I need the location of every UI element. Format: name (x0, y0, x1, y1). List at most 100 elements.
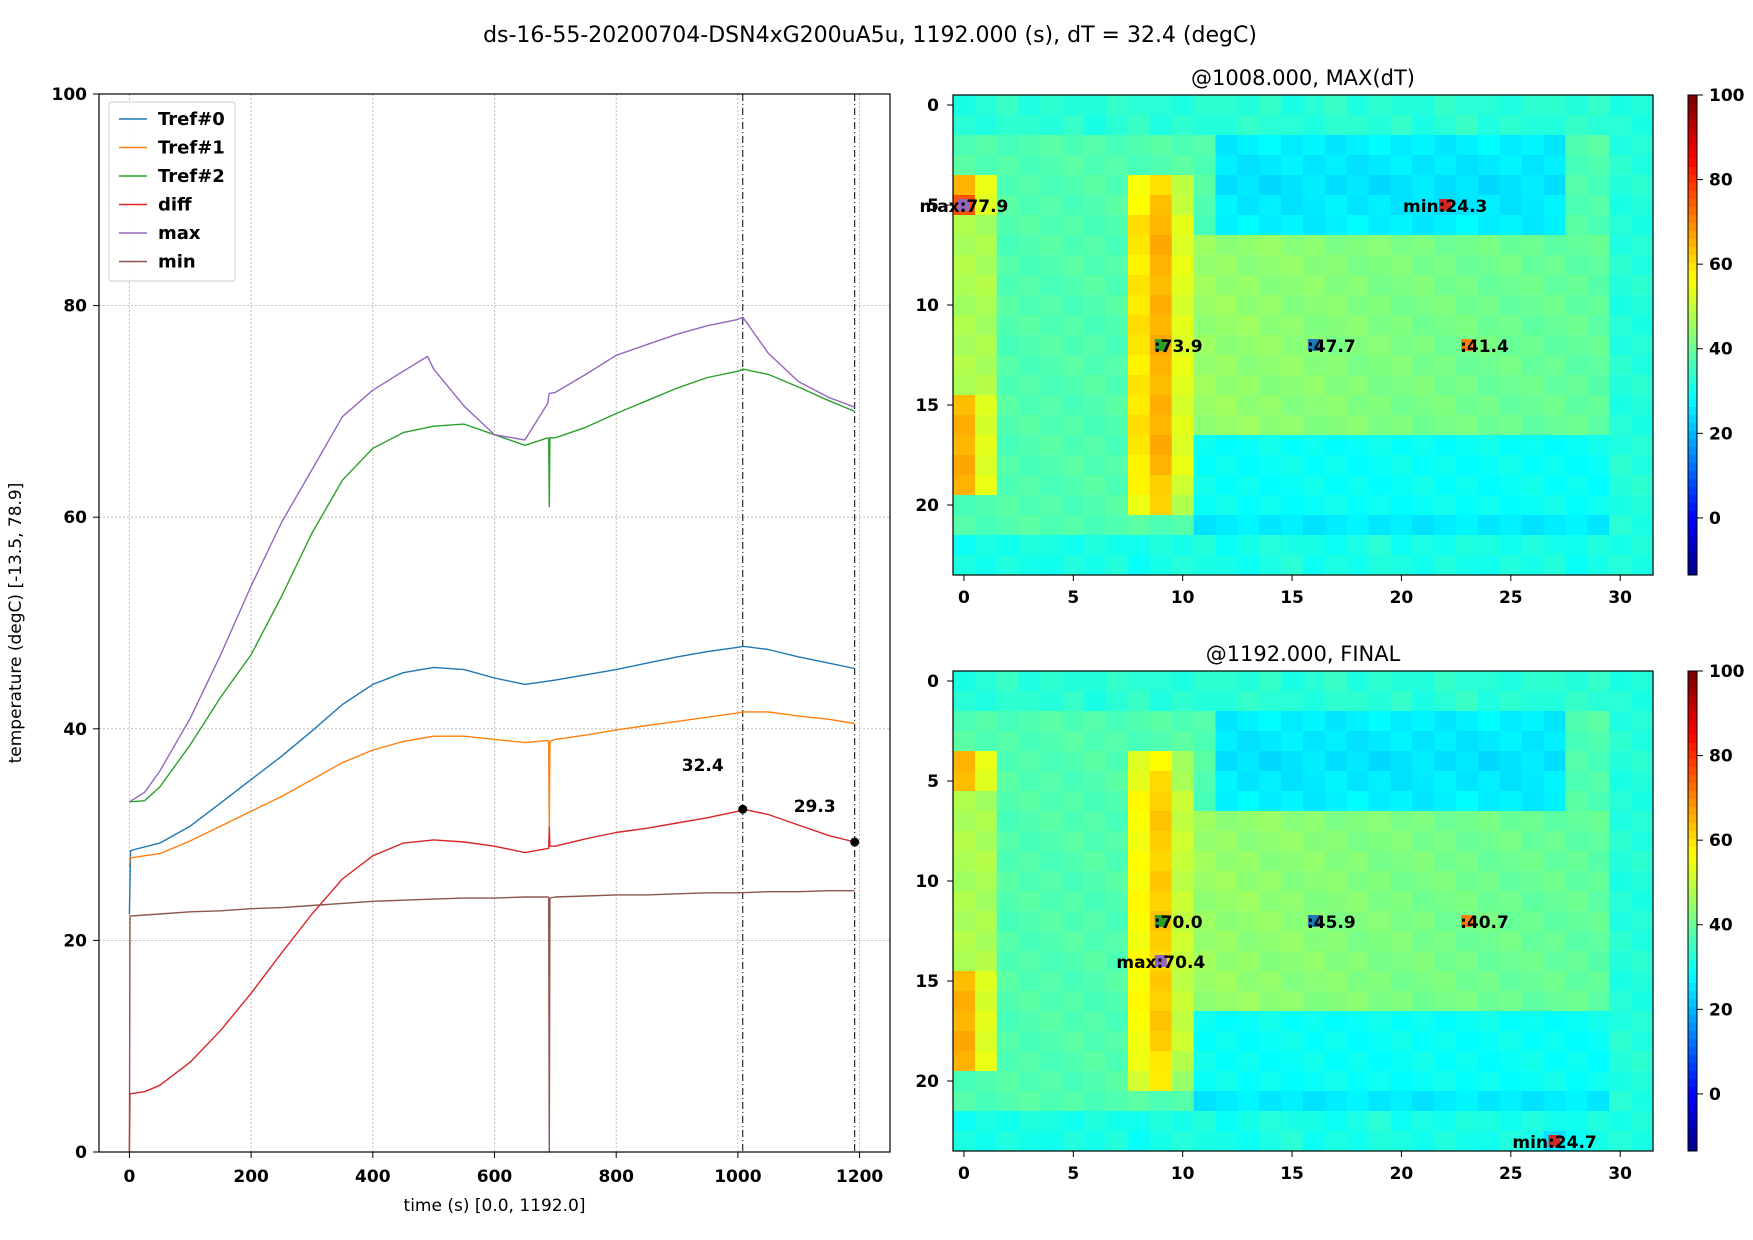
heatmap-cell (1587, 771, 1610, 792)
heatmap-cell (1128, 395, 1151, 416)
heatmap-cell (1171, 175, 1195, 196)
heatmap-cell (1346, 851, 1370, 872)
colorbar-segment (1688, 1079, 1697, 1088)
heatmap-cell (1412, 395, 1435, 416)
heatmap-cell (1390, 1011, 1413, 1032)
heatmap-cell (1543, 275, 1566, 296)
heatmap-cell (996, 415, 1020, 436)
heatmap-cell (1412, 851, 1435, 872)
heatmap-cell (1587, 175, 1610, 196)
colorbar-tick-label: 100 (1709, 662, 1745, 682)
heatmap-cell (1609, 555, 1632, 576)
heatmap-cell (1565, 811, 1588, 832)
heatmap-cell (1368, 475, 1391, 496)
heatmap-cell (1040, 1111, 1063, 1132)
heatmap-cell (1346, 395, 1370, 416)
heatmap-cell (1565, 195, 1588, 216)
heatmap-cell (1412, 135, 1435, 156)
heatmap-cell (1149, 555, 1173, 576)
heatmap-cell (1390, 415, 1413, 436)
colorbar-segment (1688, 671, 1697, 680)
heatmap-cell (1149, 355, 1173, 376)
x-tick-label: 30 (1608, 1164, 1632, 1184)
heatmap-cell (1303, 195, 1326, 216)
heatmap-cell (1346, 435, 1370, 456)
colorbar-segment (1688, 815, 1697, 824)
heatmap-cell (1587, 515, 1610, 536)
heatmap-cell (1390, 315, 1413, 336)
heatmap-cell (1587, 355, 1610, 376)
heatmap-cell (1412, 971, 1435, 992)
heatmap-cell (1412, 1091, 1435, 1112)
heatmap-cell (1390, 751, 1413, 772)
heatmap-cell (1456, 931, 1479, 952)
heatmap-cell (1215, 375, 1238, 396)
colorbar-segment (1688, 191, 1697, 200)
heatmap-cell (1434, 711, 1457, 732)
heatmap-cell (996, 115, 1020, 136)
heatmap-cell (996, 155, 1020, 176)
heatmap-cell (1609, 971, 1632, 992)
heatmap-cell (1412, 671, 1435, 692)
heatmap-cell (1434, 155, 1457, 176)
heatmap-cell (1324, 95, 1348, 116)
heatmap-cell (1587, 395, 1610, 416)
heatmap-cell (1543, 851, 1566, 872)
heatmap-cell (1171, 375, 1195, 396)
heatmap-cell (1609, 911, 1632, 932)
heatmap-cell (1543, 235, 1566, 256)
heatmap-cell (1587, 931, 1610, 952)
heatmap-cell (1062, 911, 1085, 932)
heatmap-cell (974, 195, 998, 216)
heatmap-cell (953, 1091, 976, 1112)
heatmap-cell (974, 175, 998, 196)
heatmap-cell (1128, 375, 1151, 396)
heatmap-cell (1106, 931, 1129, 952)
heatmap-cell (1281, 771, 1304, 792)
heatmap-cell (1193, 791, 1216, 812)
heatmap-cell (1303, 711, 1326, 732)
heatmap-cell (1215, 1011, 1238, 1032)
heatmap-cell (1478, 175, 1501, 196)
heatmap-cell (1062, 515, 1085, 536)
heatmap-cell (1171, 95, 1195, 116)
heatmap-cell (1106, 135, 1129, 156)
heatmap-cell (1193, 395, 1216, 416)
heatmap-cell (1478, 1031, 1501, 1052)
heatmap-cell (1128, 475, 1151, 496)
heatmap-cell (1499, 195, 1523, 216)
heatmap-cell (1281, 275, 1304, 296)
heatmap-cell (1587, 831, 1610, 852)
heatmap-cell (1259, 1011, 1282, 1032)
heatmap-cell (1193, 115, 1216, 136)
heatmap-cell (1303, 851, 1326, 872)
heatmap-cell (1631, 971, 1654, 992)
heatmap-cell (1324, 671, 1348, 692)
heatmap-cell (1412, 1051, 1435, 1072)
heatmap-cell (1324, 771, 1348, 792)
heatmap-cell (1215, 215, 1238, 236)
heatmap-cell (953, 1051, 976, 1072)
marker-point (1439, 199, 1452, 211)
heatmap-cell (1368, 951, 1391, 972)
heatmap-cell (1565, 115, 1588, 136)
heatmap-cell (1193, 95, 1216, 116)
heatmap-cell (1412, 295, 1435, 316)
heatmap-cell (1062, 435, 1085, 456)
heatmap-cell (1040, 115, 1063, 136)
heatmap-cell (1346, 831, 1370, 852)
heatmap-cell (953, 495, 976, 516)
heatmap-cell (1390, 791, 1413, 812)
heatmap-cell (1434, 1131, 1457, 1152)
heatmap-cell (1478, 515, 1501, 536)
heatmap-cell (1631, 1111, 1654, 1132)
heatmap-cell (1018, 95, 1041, 116)
heatmap-cell (1478, 931, 1501, 952)
heatmap-cell (1587, 791, 1610, 812)
heatmap-cell (1412, 275, 1435, 296)
heatmap-cell (1259, 771, 1282, 792)
heatmap-cell (1390, 1071, 1413, 1092)
heatmap-cell (1303, 355, 1326, 376)
heatmap-cell (1434, 295, 1457, 316)
colorbar-segment (1688, 159, 1697, 168)
